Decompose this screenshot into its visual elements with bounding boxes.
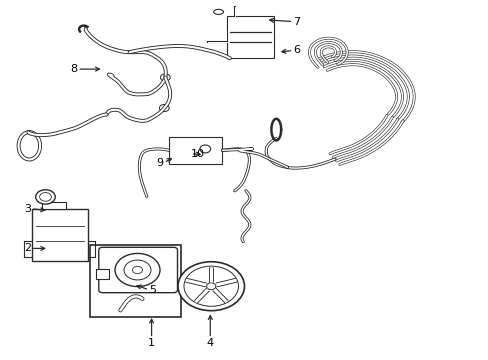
Text: 3: 3 xyxy=(24,204,31,214)
Text: 5: 5 xyxy=(149,285,156,295)
Circle shape xyxy=(200,145,210,153)
Circle shape xyxy=(124,260,151,280)
Bar xyxy=(96,269,108,279)
Ellipse shape xyxy=(213,9,223,14)
Bar xyxy=(32,209,88,261)
Text: 9: 9 xyxy=(156,158,163,168)
Bar xyxy=(90,245,181,317)
Circle shape xyxy=(159,104,169,112)
Circle shape xyxy=(160,74,170,81)
Circle shape xyxy=(132,266,142,274)
FancyBboxPatch shape xyxy=(99,247,177,293)
Text: 4: 4 xyxy=(206,338,213,348)
Circle shape xyxy=(206,283,216,290)
Circle shape xyxy=(183,266,238,306)
Circle shape xyxy=(178,262,244,311)
Bar xyxy=(227,16,273,58)
Circle shape xyxy=(36,190,55,204)
Text: 1: 1 xyxy=(148,338,155,348)
Bar xyxy=(168,137,222,164)
Text: 8: 8 xyxy=(70,64,77,74)
Text: 10: 10 xyxy=(190,149,204,159)
Text: 2: 2 xyxy=(23,243,31,253)
Bar xyxy=(41,202,66,209)
Text: 6: 6 xyxy=(293,45,300,55)
Circle shape xyxy=(115,253,160,287)
Text: 7: 7 xyxy=(293,17,300,27)
